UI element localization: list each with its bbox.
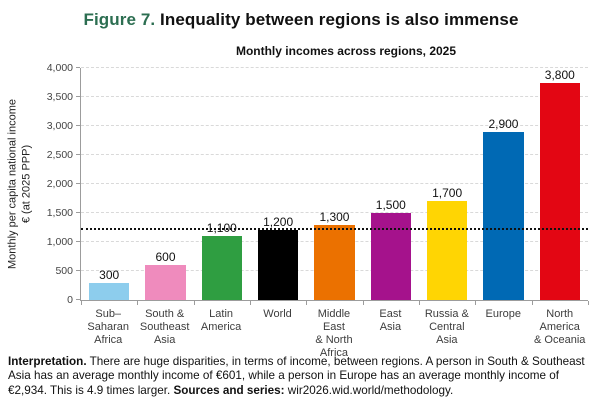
bar-slot: 1,200 [250,68,306,300]
bar-slot: 1,100 [194,68,250,300]
category-label: East Asia [379,308,402,333]
category-label: North America & Oceania [534,308,586,346]
category-label: Sub– Saharan Africa [87,308,130,346]
footnote-interpretation-label: Interpretation. [8,355,87,368]
category-label: Russia & Central Asia [424,308,469,346]
y-tick-mark [76,67,80,68]
bar-value-label: 1,300 [319,209,350,224]
footnote-sources-label: Sources and series: [173,383,285,397]
bar-slot: 2,900 [475,68,531,300]
y-tick-label: 2,000 [46,178,73,190]
y-tick-label: 3,000 [46,120,73,132]
x-tick-mark [588,301,589,305]
y-tick-mark [76,154,80,155]
y-tick-label: 0 [67,294,73,306]
bar-value-label: 2,900 [488,116,519,131]
category-label: Europe [485,308,522,320]
plot-wrap: 300 600 1,100 1,200 1,300 1,500 1,700 2,900 3,80… [76,67,589,360]
bar-slot: 1,300 [306,68,362,300]
plot-area: 300 600 1,100 1,200 1,300 1,500 1,700 2,900 3,80… [76,67,589,305]
bar-slot: 1,500 [363,68,419,300]
bar-slot: 600 [137,68,193,300]
footnote-interpretation-text: There are huge disparities, in terms of … [8,355,585,397]
bar [539,83,581,300]
gridline [81,125,588,126]
x-tick-mark [419,301,420,305]
bar-value-label: 600 [155,250,176,265]
y-tick-mark [76,241,80,242]
y-tick-label: 3,500 [46,91,73,103]
chart-body: Monthly per capita national income € (at… [0,62,602,360]
y-tick-mark [76,183,80,184]
bar-value-label: 1,200 [263,215,294,230]
y-tick-mark [76,125,80,126]
bar-slot: 3,800 [532,68,588,300]
x-tick-mark [475,301,477,305]
y-axis-label-line2: € (at 2025 PPP) [20,144,32,224]
y-axis-ticks: 0 500 1,000 1,500 2,000 2,500 3,000 3,500 4,000 [34,62,80,306]
x-axis-labels: Sub– Saharan Africa South & Southeast Asi… [80,308,588,360]
y-tick-label: 1,500 [46,207,73,219]
footnote-sources-text: wir2026.wid.world/methodology. [284,383,454,397]
gridline [81,154,588,155]
y-tick-label: 1,000 [46,236,73,248]
bar [370,213,412,300]
y-tick-mark [76,270,80,271]
y-axis-label-line1: Monthly per capita national income [6,99,19,269]
y-tick-mark [76,212,80,213]
bar [314,224,355,300]
x-tick-mark [81,301,82,305]
x-tick-mark [306,301,308,305]
figure-title: Figure 7. Inequality between regions is … [0,0,602,30]
y-tick-mark [76,96,80,97]
y-tick-label: 500 [55,265,73,277]
x-tick-mark [193,301,195,305]
gridline [81,96,588,97]
chart-title: Monthly incomes across regions, 2025 [235,44,457,58]
bar-value-label: 3,800 [544,68,575,82]
category-label: Middle East & North Africa [315,308,353,359]
gridline [81,183,588,184]
x-tick-mark [250,301,251,305]
x-tick-mark [137,301,139,305]
x-tick-mark [362,301,364,305]
bar-value-label: 300 [99,267,120,282]
bar [145,265,186,300]
bar-chart: Monthly incomes across regions, 2025 Mon… [0,44,602,360]
y-tick-label: 2,500 [46,149,73,161]
y-tick-mark [76,299,80,300]
bar [426,201,468,300]
bar [88,282,130,300]
bar [257,230,299,300]
bar-value-label: 1,500 [375,198,406,212]
y-axis-label: Monthly per capita national income € (at… [6,68,34,300]
x-tick-mark [531,301,533,305]
footnote: Interpretation. There are huge dispariti… [8,355,594,398]
y-tick-label: 4,000 [46,62,73,74]
category-label: World [263,308,292,320]
bar-slot: 300 [81,68,137,300]
gridline [81,67,588,68]
gridline [81,212,588,213]
bar [201,236,243,300]
figure-title-text: Inequality between regions is also immen… [155,10,519,29]
bar-value-label: 1,700 [432,186,463,201]
bar [483,131,524,300]
figure-number: Figure 7. [83,10,156,29]
bar-slot: 1,700 [419,68,475,300]
world-average-reference-line [81,228,588,231]
category-label: Latin America [200,308,242,333]
category-label: South & Southeast Asia [139,308,190,346]
bars-container: 300 600 1,100 1,200 1,300 1,500 1,700 2,900 3,80… [81,68,588,300]
bar-value-label: 1,100 [206,221,237,236]
